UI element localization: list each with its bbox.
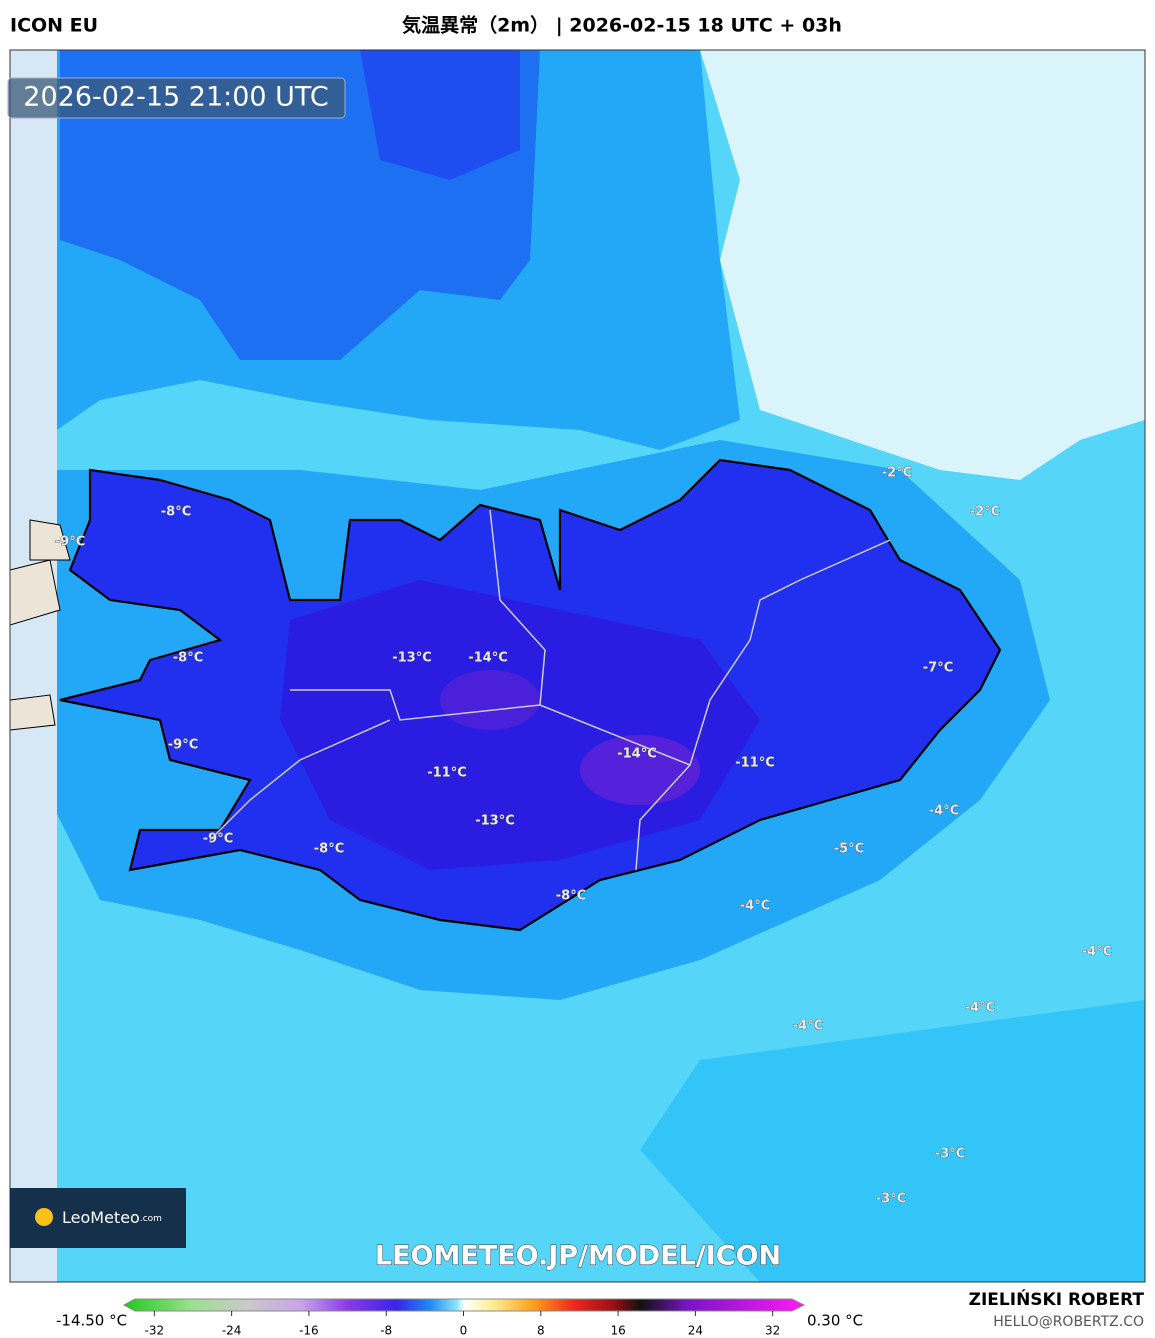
anomaly-core [440,670,540,730]
temperature-label: -9°C [168,738,198,753]
temperature-label: -9°C [203,832,233,847]
map-title: 気温異常（2m） | 2026-02-15 18 UTC + 03h [402,14,842,37]
temperature-label: -8°C [556,889,586,904]
land [10,519,71,731]
temperature-label: -11°C [427,766,467,781]
temperature-label: -7°C [923,661,953,676]
colorbar [122,1298,806,1312]
tick-label: 0 [460,1324,468,1338]
warm-area [700,50,1145,480]
map-frame [9,49,1146,1283]
temperature-label: -13°C [475,814,515,829]
logo-suffix: .com [140,1214,162,1224]
colorbar-max: 0.30 °C [807,1312,863,1330]
anomaly-area [640,1000,1145,1282]
label-layer: -8°C -9°C -8°C -13°C -14°C -14°C -11°C -11°C -9°… [54,465,1112,1207]
temperature-label: -13°C [392,651,432,666]
map: -8°C -9°C -8°C -13°C -14°C -14°C -11°C -11°C -9°… [10,50,1145,1282]
temperature-label: -14°C [617,747,657,762]
temperature-label: -3°C [876,1192,906,1207]
temperature-label: -5°C [834,842,864,857]
tick-label: 32 [765,1324,780,1338]
tick-label: -32 [145,1324,165,1338]
timestamp: 2026-02-15 21:00 UTC [23,82,328,113]
temperature-label: -3°C [935,1147,965,1162]
colorbar-min: -14.50 °C [56,1312,127,1330]
temperature-label: -8°C [314,842,344,857]
anomaly-area [360,50,520,180]
watermark: LEOMETEO.JP/MODEL/ICON [375,1241,781,1272]
temperature-label: -4°C [965,1001,995,1016]
tick-label: 8 [537,1324,545,1338]
temperature-label: -4°C [793,1019,823,1034]
temperature-label: -8°C [173,651,203,666]
temperature-label: -4°C [1082,945,1112,960]
edge-strip [10,50,57,1282]
email: HELLO@ROBERTZ.CO [993,1314,1144,1330]
logo-text: LeoMeteo.com [62,1208,162,1227]
temperature-label: -14°C [468,651,508,666]
boundary [209,509,891,871]
timestamp-box [7,77,346,119]
temperature-label: -4°C [929,804,959,819]
temperature-label: -9°C [55,535,85,550]
temperature-label: -2°C [970,505,1000,520]
tick-label: -24 [222,1324,242,1338]
author: ZIELIŃSKI ROBERT [969,1288,1145,1310]
temperature-label: -8°C [161,505,191,520]
temperature-label: -11°C [735,756,775,771]
logo-sun [35,1208,53,1226]
colorbar-ticks: -32 -24 -16 -8 0 8 16 24 32 [145,1311,780,1338]
tick-label: 24 [688,1324,703,1338]
temperature-label: -4°C [740,899,770,914]
logo-main: LeoMeteo [62,1208,140,1227]
model-name: ICON EU [10,15,98,37]
tick-label: -16 [299,1324,319,1338]
temperature-label: -2°C [882,466,912,481]
tick-label: -8 [380,1324,392,1338]
tick-label: 16 [610,1324,625,1338]
